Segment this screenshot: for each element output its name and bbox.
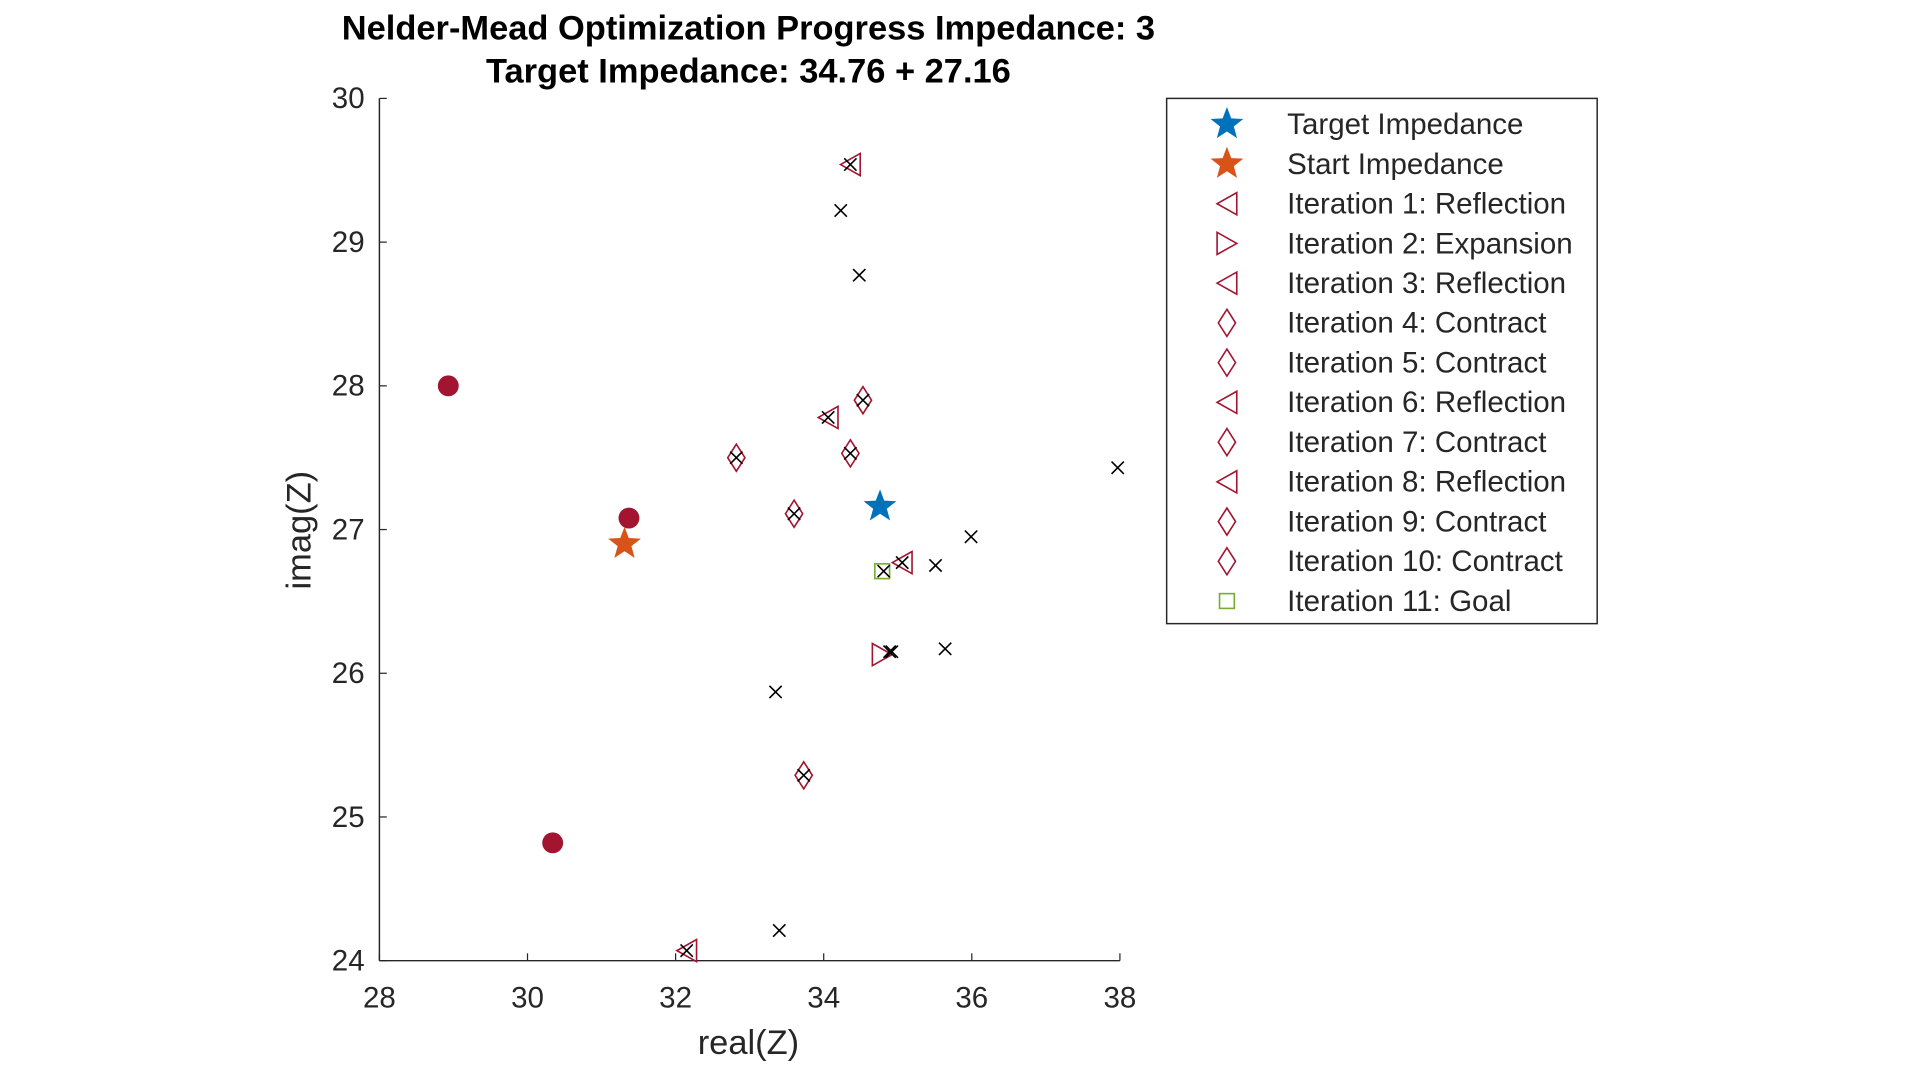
chart-title-line-1: Nelder-Mead Optimization Progress Impeda…: [342, 9, 1155, 47]
data-point-circle-filled: [618, 507, 640, 529]
legend-marker-star: [1210, 146, 1244, 178]
x-tick-label: 30: [511, 981, 544, 1014]
x-tick-label: 34: [807, 981, 840, 1014]
legend-entry-label: Iteration 2: Expansion: [1287, 227, 1573, 260]
data-marks: [437, 152, 1125, 964]
legend-entry-label: Iteration 5: Contract: [1287, 346, 1546, 379]
y-tick-label: 25: [332, 801, 365, 834]
legend-marker-diamond: [1217, 347, 1237, 378]
legend-marker-diamond: [1217, 546, 1237, 577]
legend: Target Impedance Start Impedance Iteration…: [1165, 97, 1598, 625]
legend-entry-label: Iteration 4: Contract: [1287, 307, 1546, 340]
data-point-star: [608, 526, 641, 558]
data-point-x: [895, 555, 909, 570]
legend-marker-triangle-left: [1215, 191, 1238, 217]
x-tick-label: 36: [955, 981, 988, 1014]
legend-marker-triangle-left: [1215, 469, 1238, 495]
legend-marker-diamond: [1217, 427, 1237, 458]
data-point-triangle-right: [871, 642, 894, 668]
y-axis-label: imag(Z): [281, 471, 319, 590]
data-point-x: [852, 268, 866, 282]
y-tick-label: 26: [332, 657, 365, 690]
data-point-triangle-left: [675, 938, 698, 964]
legend-entry-label: Target Impedance: [1287, 108, 1523, 141]
legend-marker-square: [1218, 592, 1236, 610]
data-point-star: [863, 489, 897, 521]
legend-entry-label: Iteration 3: Reflection: [1287, 267, 1566, 300]
data-point-circle-filled: [542, 832, 564, 854]
data-point-x: [1110, 461, 1125, 475]
y-tick-label: 27: [332, 513, 365, 546]
x-tick-label: 32: [659, 981, 692, 1014]
data-point-diamond: [840, 438, 860, 469]
data-point-triangle-left: [890, 550, 913, 576]
legend-entry-label: Start Impedance: [1287, 148, 1504, 181]
legend-entry-label: Iteration 7: Contract: [1287, 426, 1546, 459]
legend-entry-label: Iteration 9: Contract: [1287, 505, 1546, 538]
chart-title-line-2: Target Impedance: 34.76 + 27.16: [486, 52, 1011, 90]
x-axis-label: real(Z): [698, 1024, 799, 1062]
legend-entry-label: Iteration 1: Reflection: [1287, 188, 1566, 221]
data-point-x: [680, 943, 694, 958]
data-point-x: [843, 446, 858, 461]
data-point-triangle-left: [838, 152, 862, 177]
data-point-circle-filled: [437, 375, 459, 397]
data-point-square: [874, 563, 891, 580]
data-point-x: [938, 642, 952, 656]
data-point-triangle-left: [816, 405, 839, 430]
legend-marker-triangle-left: [1215, 389, 1238, 415]
data-point-diamond: [853, 385, 873, 416]
data-point-x: [821, 410, 835, 425]
y-tick-label: 24: [332, 945, 365, 978]
data-point-x: [787, 507, 801, 521]
data-point-x: [856, 393, 870, 407]
data-point-diamond: [794, 760, 814, 791]
data-point-x: [796, 768, 811, 783]
legend-marker-diamond: [1217, 307, 1237, 338]
data-point-x: [928, 558, 943, 573]
data-point-x: [843, 157, 858, 172]
x-tick-label: 28: [363, 981, 396, 1014]
axes: 28 30 32 34 36 38 24 25 26 27 28 29 30: [332, 82, 1137, 1014]
y-tick-label: 29: [332, 226, 365, 259]
data-point-diamond: [726, 442, 746, 473]
data-point-x: [882, 644, 897, 659]
legend-box: [1165, 97, 1598, 625]
legend-entry-label: Iteration 10: Contract: [1287, 545, 1563, 578]
legend-marker-triangle-right: [1216, 230, 1239, 256]
data-point-x: [964, 530, 978, 544]
data-point-x: [876, 564, 891, 578]
legend-entry-label: Iteration 8: Reflection: [1287, 466, 1566, 499]
data-point-x: [772, 923, 786, 938]
x-tick-label: 38: [1103, 981, 1136, 1014]
legend-marker-star: [1210, 107, 1244, 139]
y-tick-label: 28: [332, 370, 365, 403]
legend-entry-label: Iteration 11: Goal: [1287, 585, 1511, 618]
data-point-x: [729, 450, 744, 465]
legend-marker-diamond: [1217, 506, 1237, 537]
legend-entry-label: Iteration 6: Reflection: [1287, 386, 1566, 419]
y-tick-label: 30: [332, 82, 365, 115]
data-point-x: [834, 203, 848, 218]
data-point-x: [768, 685, 783, 699]
data-point-x: [885, 644, 899, 659]
legend-marker-triangle-left: [1215, 270, 1238, 296]
data-point-diamond: [784, 498, 804, 529]
